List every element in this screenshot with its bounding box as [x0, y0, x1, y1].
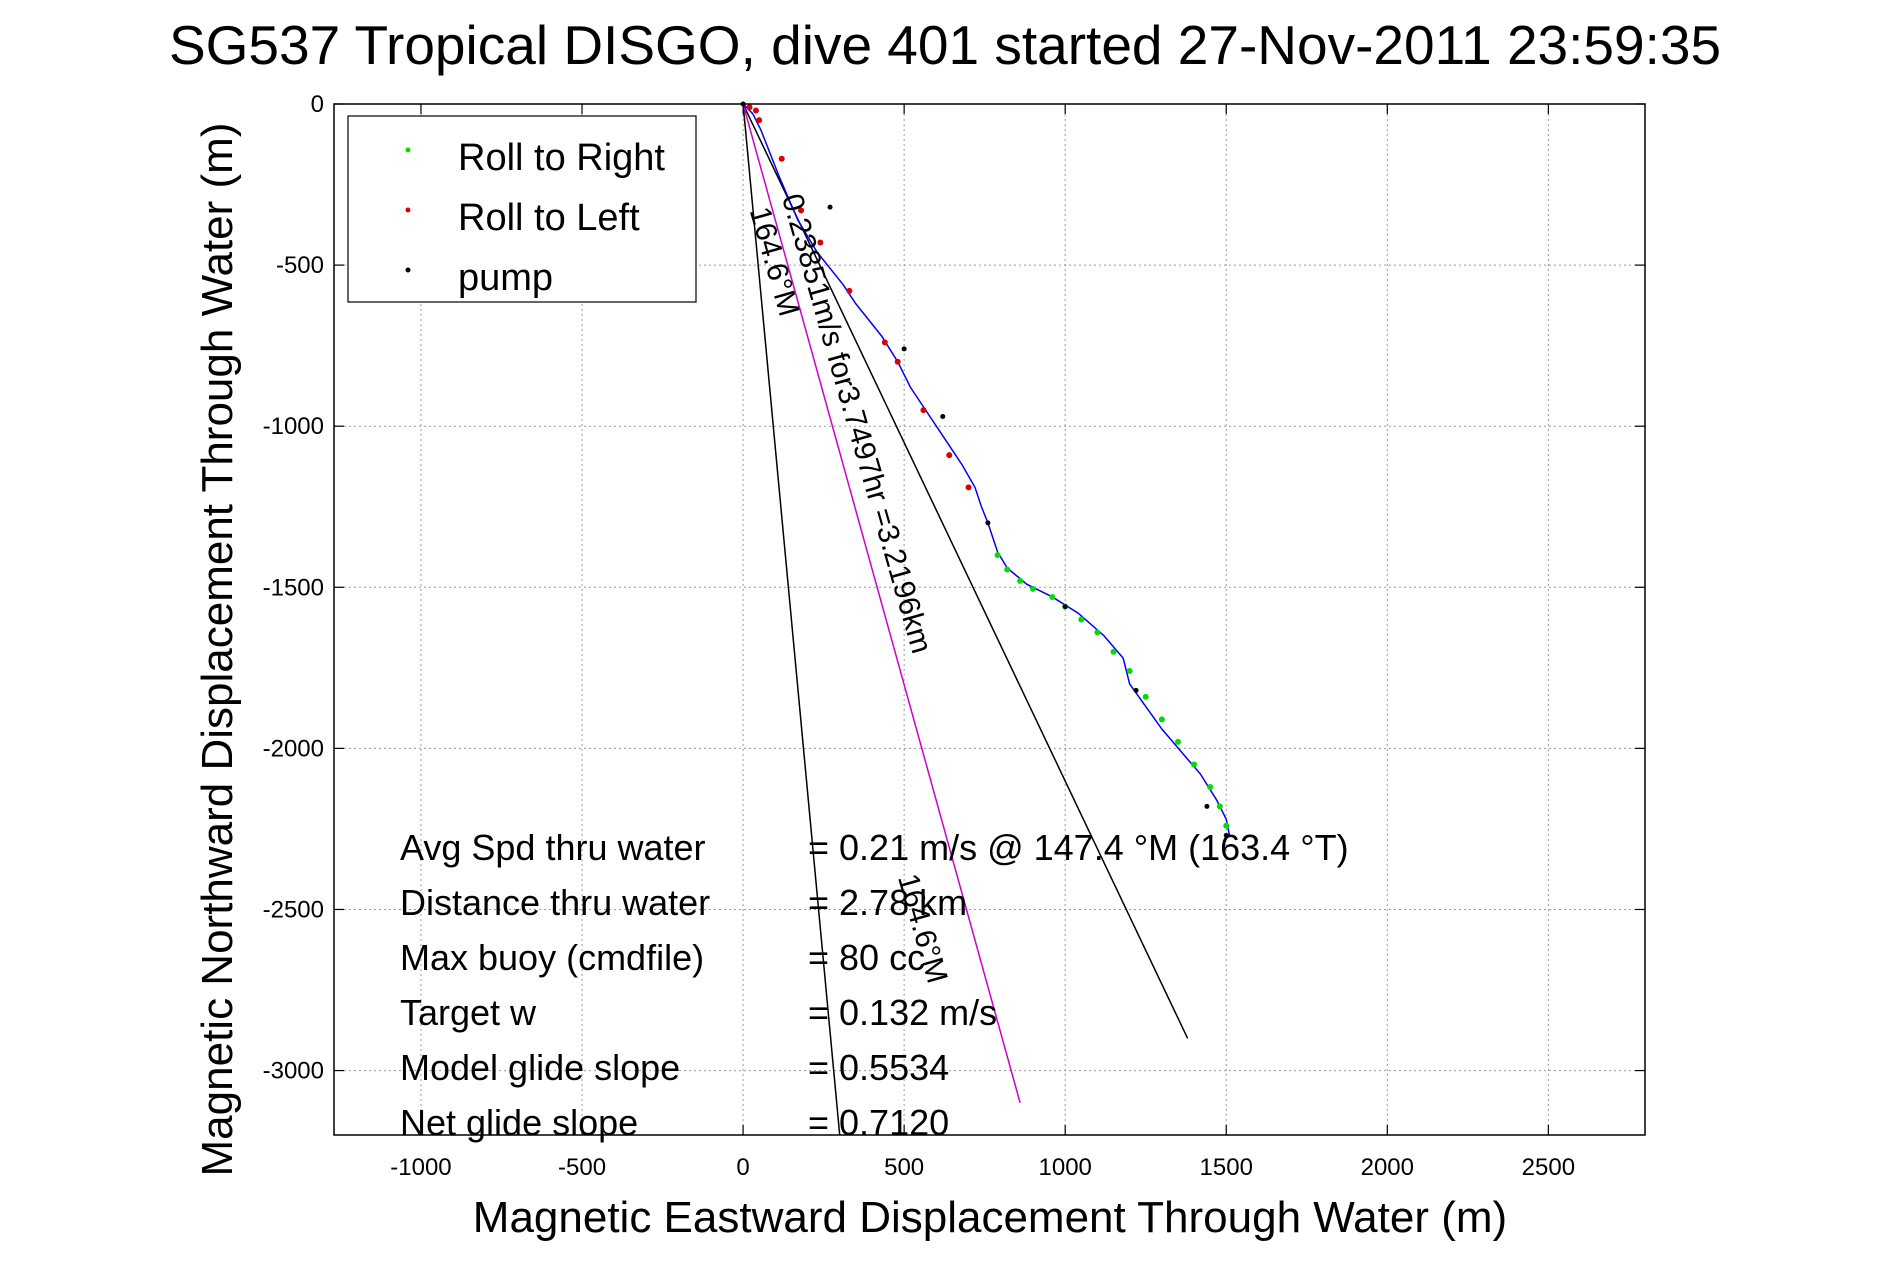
pump-point: [1062, 604, 1068, 610]
markers: [740, 101, 1230, 838]
track: [742, 103, 1231, 836]
roll-left-point: [752, 107, 759, 114]
roll-right-point: [1110, 648, 1117, 655]
pump-point: [827, 204, 833, 210]
stat-value: = 80 cc: [808, 937, 925, 978]
pump-point: [1133, 687, 1139, 693]
roll-right-point: [1049, 593, 1056, 600]
roll-left-point: [946, 452, 953, 459]
stat-value: = 2.78 km: [808, 882, 967, 923]
y-tick-label: -1000: [263, 413, 324, 440]
x-tick-label: -500: [558, 1154, 606, 1181]
roll-right-point: [1029, 585, 1036, 592]
track-line: [742, 103, 1231, 836]
y-tick-label: -3000: [263, 1058, 324, 1085]
legend-label: Roll to Right: [458, 137, 665, 179]
roll-left-point: [846, 287, 853, 294]
x-tick-label: 1500: [1200, 1154, 1253, 1181]
roll-left-point: [965, 484, 972, 491]
y-tick-label: -500: [276, 252, 324, 279]
stats-panel: Avg Spd thru water = 0.21 m/s @ 147.4 °M …: [400, 827, 1349, 1143]
roll-right-point: [1158, 716, 1165, 723]
roll-right-point: [1142, 693, 1149, 700]
pump-point: [940, 414, 946, 420]
y-axis-label: Magnetic Northward Displacement Through …: [193, 123, 242, 1177]
stat-label: Distance thru water: [400, 882, 710, 923]
x-tick-label: 2000: [1361, 1154, 1414, 1181]
legend-label: Roll to Left: [458, 197, 640, 239]
roll-left-point: [920, 407, 927, 414]
roll-left-point: [798, 207, 805, 214]
roll-right-point: [1223, 822, 1230, 829]
roll-left-point: [881, 339, 888, 346]
legend-label: pump: [458, 257, 553, 299]
roll-right-point: [1078, 616, 1085, 623]
x-tick-label: 2500: [1522, 1154, 1575, 1181]
stat-value: = 0.21 m/s @ 147.4 °M (163.4 °T): [808, 827, 1349, 868]
legend-marker: [405, 147, 411, 153]
roll-right-point: [1004, 566, 1011, 573]
roll-right-point: [1094, 629, 1101, 636]
pump-point: [1204, 803, 1210, 809]
stat-label: Max buoy (cmdfile): [400, 937, 704, 978]
legend: Roll to Right Roll to Left pump: [347, 115, 697, 303]
x-tick-label: 500: [884, 1154, 924, 1181]
roll-right-point: [1191, 761, 1198, 768]
roll-right-point: [1216, 803, 1223, 810]
roll-left-point: [778, 155, 785, 162]
roll-left-point: [894, 358, 901, 365]
stat-label: Net glide slope: [400, 1102, 638, 1143]
reference-line: [742, 103, 1021, 1103]
x-axis-label: Magnetic Eastward Displacement Through W…: [473, 1193, 1507, 1242]
roll-left-point: [756, 117, 763, 124]
ticks: -1000 -500 0 500 1000 1500 2000 2500 0 -500 -1000 -…: [263, 91, 1645, 1181]
roll-right-point: [1174, 738, 1181, 745]
stat-label: Avg Spd thru water: [400, 827, 706, 868]
roll-right-point: [1126, 668, 1133, 675]
reference-line: [742, 103, 841, 1136]
roll-right-point: [1017, 577, 1024, 584]
x-tick-label: 0: [736, 1154, 749, 1181]
x-tick-label: 1000: [1039, 1154, 1092, 1181]
roll-right-point: [1207, 784, 1214, 791]
stat-value: = 0.132 m/s: [808, 992, 997, 1033]
legend-marker: [405, 267, 411, 273]
y-tick-label: -2500: [263, 896, 324, 923]
stat-label: Model glide slope: [400, 1047, 680, 1088]
chart-title: SG537 Tropical DISGO, dive 401 started 2…: [169, 14, 1721, 76]
y-tick-label: -2000: [263, 735, 324, 762]
stat-label: Target w: [400, 992, 537, 1033]
pump-point: [1223, 832, 1229, 838]
reference-lines: [742, 103, 1189, 1136]
roll-right-point: [994, 552, 1001, 559]
plot-frame: [333, 103, 1646, 1136]
stat-value: = 0.7120: [808, 1102, 949, 1143]
x-tick-label: -1000: [390, 1154, 451, 1181]
y-tick-label: 0: [311, 91, 324, 118]
stat-value: = 0.5534: [808, 1047, 949, 1088]
roll-left-point: [817, 239, 824, 246]
reference-line: [742, 103, 1189, 1039]
pump-point: [901, 346, 907, 352]
legend-marker: [405, 207, 411, 213]
y-tick-label: -1500: [263, 574, 324, 601]
pump-point: [985, 520, 991, 526]
roll-left-point: [746, 104, 753, 111]
